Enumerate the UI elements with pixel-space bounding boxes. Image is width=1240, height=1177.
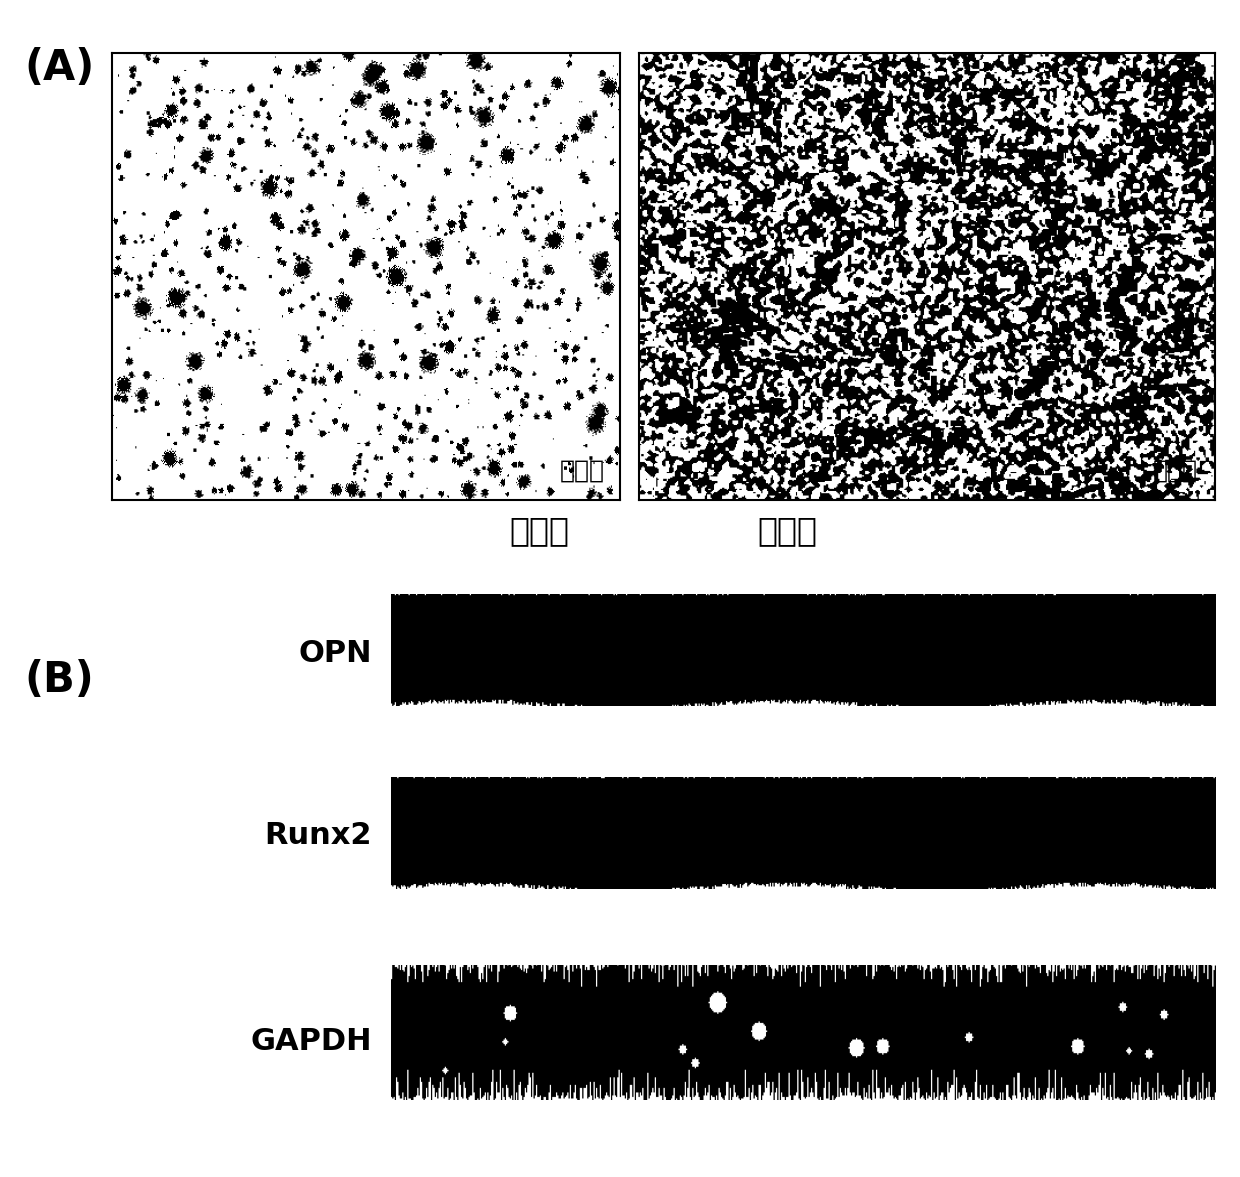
Text: (B): (B) [25,659,94,701]
Text: 实验组: 实验组 [1153,458,1198,483]
Text: 对照组: 对照组 [510,514,569,547]
Text: 实验组: 实验组 [758,514,817,547]
Text: Runx2: Runx2 [264,822,372,850]
Text: GAPDH: GAPDH [250,1028,372,1056]
Text: (A): (A) [25,47,95,89]
Text: OPN: OPN [299,639,372,667]
Text: 对照组: 对照组 [559,458,605,483]
